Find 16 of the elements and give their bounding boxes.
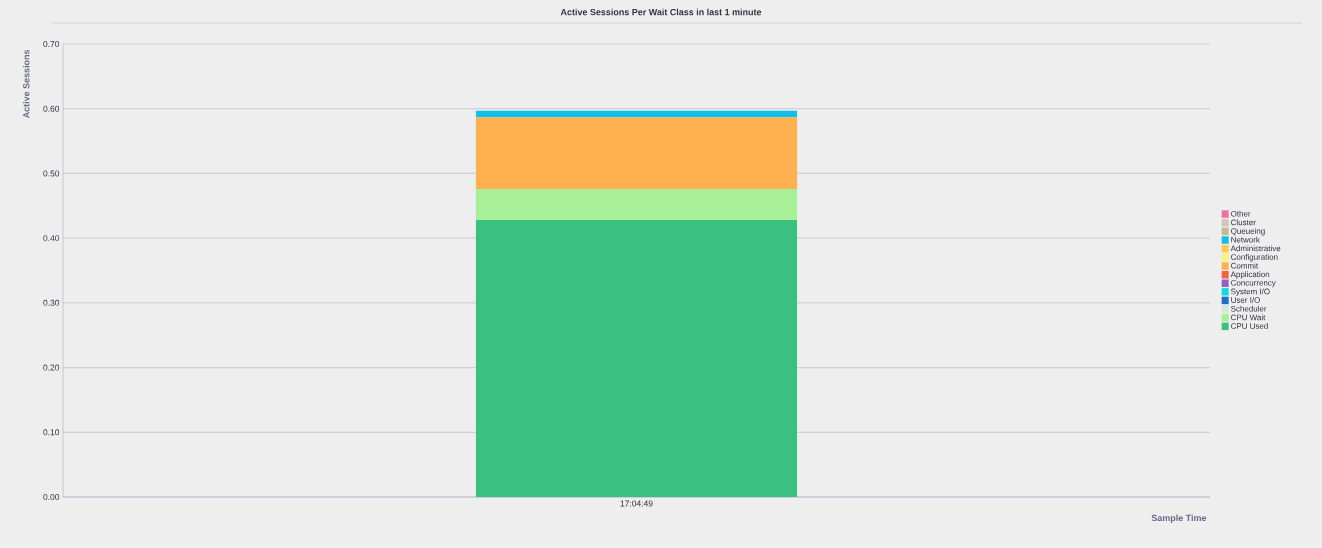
bar: [475, 117, 798, 189]
bar: [475, 110, 798, 118]
y-tick-label: 0.00: [43, 494, 60, 500]
bar: [475, 188, 798, 221]
y-tick-label: 0.30: [43, 299, 60, 306]
y-tick-label: 0.40: [43, 235, 60, 242]
x-axis-title: Sample Time: [1151, 514, 1207, 523]
bar: [475, 220, 798, 497]
y-tick-label: 0.20: [43, 364, 60, 371]
y-tick-label: 0.70: [43, 41, 60, 47]
x-tick-label: 17:04:49: [620, 500, 653, 507]
y-tick-label: 0.50: [43, 170, 60, 177]
chart-title: Active Sessions Per Wait Class in last 1 minute: [560, 8, 762, 16]
y-axis-title: Active Sessions: [22, 49, 30, 119]
y-tick-label: 0.10: [43, 429, 60, 436]
y-tick-label: 0.60: [43, 105, 60, 112]
